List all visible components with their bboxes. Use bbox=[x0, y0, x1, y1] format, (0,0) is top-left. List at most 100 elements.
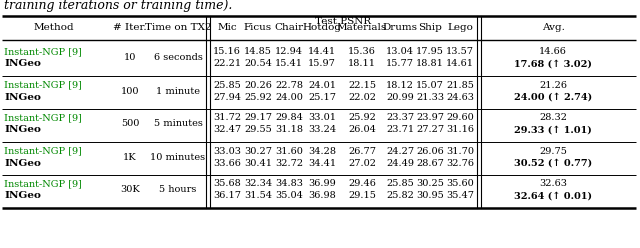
Text: Drums: Drums bbox=[383, 23, 417, 31]
Text: 26.04: 26.04 bbox=[348, 125, 376, 134]
Text: 12.94: 12.94 bbox=[275, 48, 303, 57]
Text: 28.67: 28.67 bbox=[416, 158, 444, 167]
Text: 10: 10 bbox=[124, 54, 136, 62]
Text: 23.37: 23.37 bbox=[386, 114, 414, 123]
Text: Instant-NGP [9]: Instant-NGP [9] bbox=[4, 114, 82, 123]
Text: 26.06: 26.06 bbox=[416, 147, 444, 155]
Text: 15.97: 15.97 bbox=[308, 60, 336, 68]
Text: 18.81: 18.81 bbox=[416, 60, 444, 68]
Text: 33.03: 33.03 bbox=[213, 147, 241, 155]
Text: 32.76: 32.76 bbox=[446, 158, 474, 167]
Text: Instant-NGP [9]: Instant-NGP [9] bbox=[4, 147, 82, 155]
Text: 24.27: 24.27 bbox=[386, 147, 414, 155]
Text: 32.64 (↑ 0.01): 32.64 (↑ 0.01) bbox=[514, 191, 592, 200]
Text: 14.61: 14.61 bbox=[446, 60, 474, 68]
Text: 22.15: 22.15 bbox=[348, 81, 376, 90]
Text: 29.84: 29.84 bbox=[275, 114, 303, 123]
Text: 14.66: 14.66 bbox=[539, 48, 567, 57]
Text: 100: 100 bbox=[121, 87, 140, 95]
Text: Chair: Chair bbox=[275, 23, 303, 31]
Text: training iterations or training time).: training iterations or training time). bbox=[4, 0, 232, 11]
Text: Hotdog: Hotdog bbox=[303, 23, 342, 31]
Text: 34.83: 34.83 bbox=[275, 180, 303, 188]
Text: 20.99: 20.99 bbox=[386, 93, 414, 101]
Text: 36.98: 36.98 bbox=[308, 191, 336, 200]
Text: 24.00 (↑ 2.74): 24.00 (↑ 2.74) bbox=[514, 93, 592, 101]
Text: Instant-NGP [9]: Instant-NGP [9] bbox=[4, 48, 82, 57]
Text: 36.99: 36.99 bbox=[308, 180, 336, 188]
Text: 25.85: 25.85 bbox=[386, 180, 414, 188]
Text: 21.85: 21.85 bbox=[446, 81, 474, 90]
Text: 33.24: 33.24 bbox=[308, 125, 336, 134]
Text: INGeo: INGeo bbox=[4, 125, 41, 134]
Text: 25.92: 25.92 bbox=[348, 114, 376, 123]
Text: 36.17: 36.17 bbox=[213, 191, 241, 200]
Text: 15.07: 15.07 bbox=[416, 81, 444, 90]
Text: Lego: Lego bbox=[447, 23, 473, 31]
Text: 500: 500 bbox=[121, 120, 139, 128]
Text: Ship: Ship bbox=[418, 23, 442, 31]
Text: 20.26: 20.26 bbox=[244, 81, 272, 90]
Text: 31.70: 31.70 bbox=[446, 147, 474, 155]
Text: 25.82: 25.82 bbox=[386, 191, 414, 200]
Text: 27.02: 27.02 bbox=[348, 158, 376, 167]
Text: 24.63: 24.63 bbox=[446, 93, 474, 101]
Text: 29.55: 29.55 bbox=[244, 125, 272, 134]
Text: 29.75: 29.75 bbox=[539, 147, 567, 155]
Text: 17.95: 17.95 bbox=[416, 48, 444, 57]
Text: 25.85: 25.85 bbox=[213, 81, 241, 90]
Text: 34.41: 34.41 bbox=[308, 158, 336, 167]
Text: 28.32: 28.32 bbox=[539, 114, 567, 123]
Text: 31.16: 31.16 bbox=[446, 125, 474, 134]
Text: 6 seconds: 6 seconds bbox=[154, 54, 202, 62]
Text: 15.41: 15.41 bbox=[275, 60, 303, 68]
Text: 30.52 (↑ 0.77): 30.52 (↑ 0.77) bbox=[514, 158, 592, 167]
Text: 27.27: 27.27 bbox=[416, 125, 444, 134]
Text: 18.11: 18.11 bbox=[348, 60, 376, 68]
Text: 33.01: 33.01 bbox=[308, 114, 336, 123]
Text: 22.02: 22.02 bbox=[348, 93, 376, 101]
Text: INGeo: INGeo bbox=[4, 60, 41, 68]
Text: # Iter.: # Iter. bbox=[113, 23, 147, 31]
Text: 23.71: 23.71 bbox=[386, 125, 414, 134]
Text: 24.00: 24.00 bbox=[275, 93, 303, 101]
Text: 13.57: 13.57 bbox=[446, 48, 474, 57]
Text: 33.66: 33.66 bbox=[213, 158, 241, 167]
Text: Time on TX2: Time on TX2 bbox=[145, 23, 211, 31]
Text: 14.85: 14.85 bbox=[244, 48, 272, 57]
Text: 5 hours: 5 hours bbox=[159, 186, 196, 194]
Text: 31.60: 31.60 bbox=[275, 147, 303, 155]
Text: 32.47: 32.47 bbox=[213, 125, 241, 134]
Text: 17.68 (↑ 3.02): 17.68 (↑ 3.02) bbox=[514, 60, 592, 68]
Text: 34.28: 34.28 bbox=[308, 147, 336, 155]
Text: 29.33 (↑ 1.01): 29.33 (↑ 1.01) bbox=[514, 125, 592, 134]
Text: 24.49: 24.49 bbox=[386, 158, 414, 167]
Text: 35.68: 35.68 bbox=[213, 180, 241, 188]
Text: 15.77: 15.77 bbox=[386, 60, 414, 68]
Text: Avg.: Avg. bbox=[541, 23, 564, 31]
Text: 31.72: 31.72 bbox=[213, 114, 241, 123]
Text: 15.36: 15.36 bbox=[348, 48, 376, 57]
Text: Mic: Mic bbox=[217, 23, 237, 31]
Text: 5 minutes: 5 minutes bbox=[154, 120, 202, 128]
Text: 35.60: 35.60 bbox=[446, 180, 474, 188]
Text: 25.17: 25.17 bbox=[308, 93, 336, 101]
Text: Ficus: Ficus bbox=[244, 23, 272, 31]
Text: INGeo: INGeo bbox=[4, 93, 41, 101]
Text: 14.41: 14.41 bbox=[308, 48, 336, 57]
Text: 31.54: 31.54 bbox=[244, 191, 272, 200]
Text: 35.04: 35.04 bbox=[275, 191, 303, 200]
Text: 35.47: 35.47 bbox=[446, 191, 474, 200]
Text: 20.54: 20.54 bbox=[244, 60, 272, 68]
Text: 10 minutes: 10 minutes bbox=[150, 153, 205, 161]
Text: 21.26: 21.26 bbox=[539, 81, 567, 90]
Text: 32.34: 32.34 bbox=[244, 180, 272, 188]
Text: 26.77: 26.77 bbox=[348, 147, 376, 155]
Text: 29.17: 29.17 bbox=[244, 114, 272, 123]
Text: 32.63: 32.63 bbox=[539, 180, 567, 188]
Text: Materials: Materials bbox=[337, 23, 387, 31]
Text: 30.27: 30.27 bbox=[244, 147, 272, 155]
Text: 21.33: 21.33 bbox=[416, 93, 444, 101]
Text: 30.95: 30.95 bbox=[416, 191, 444, 200]
Text: 22.21: 22.21 bbox=[213, 60, 241, 68]
